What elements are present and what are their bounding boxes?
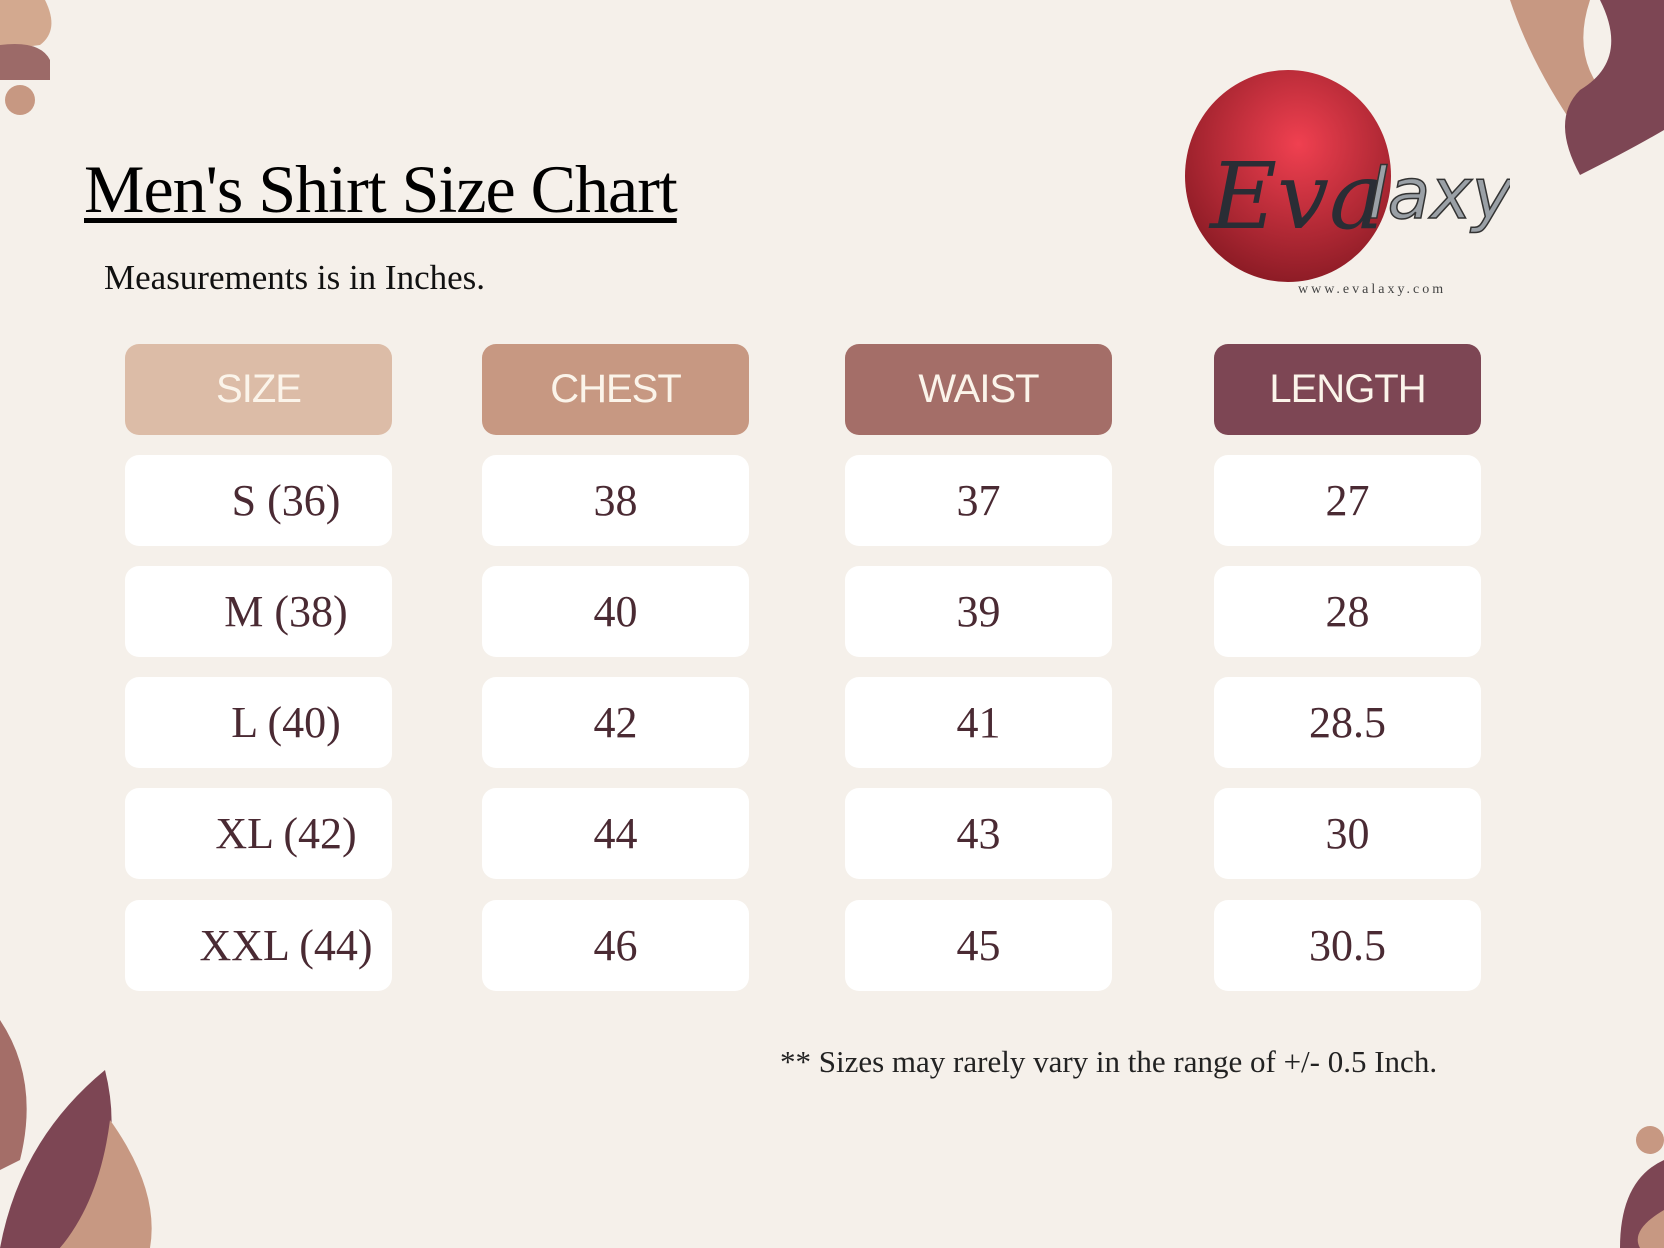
table-cell-waist: 39 [845, 566, 1112, 657]
table-cell-length: 28.5 [1214, 677, 1481, 768]
table-cell-waist: 45 [845, 900, 1112, 991]
decorative-leaves-bottom-left [0, 1020, 152, 1248]
table-cell-length: 27 [1214, 455, 1481, 546]
page-title: Men's Shirt Size Chart [84, 151, 678, 227]
brand-logo: Eva laxy [1170, 68, 1516, 308]
table-cell-size: S (36) [125, 455, 392, 546]
decorative-leaves-bottom-right [1620, 1126, 1664, 1248]
table-cell-waist: 41 [845, 677, 1112, 768]
table-cell-chest: 46 [482, 900, 749, 991]
decorative-leaves-top-left [0, 0, 52, 115]
table-cell-chest: 42 [482, 677, 749, 768]
svg-text:Eva: Eva [1208, 143, 1384, 250]
table-cell-chest: 38 [482, 455, 749, 546]
table-cell-length: 30 [1214, 788, 1481, 879]
table-cell-size: M (38) [125, 566, 392, 657]
table-cell-waist: 37 [845, 455, 1112, 546]
column-header-size: SIZE [125, 344, 392, 435]
brand-url: www.evalaxy.com [1298, 282, 1447, 297]
column-header-length: LENGTH [1214, 344, 1481, 435]
logo-sphere-icon: Eva laxy [1185, 70, 1516, 282]
table-cell-length: 30.5 [1214, 900, 1481, 991]
table-cell-waist: 43 [845, 788, 1112, 879]
table-cell-chest: 44 [482, 788, 749, 879]
svg-text:laxy: laxy [1368, 153, 1510, 235]
table-cell-size: XXL (44) [125, 900, 392, 991]
units-note: Measurements is in Inches. [104, 258, 486, 297]
table-cell-chest: 40 [482, 566, 749, 657]
column-header-waist: WAIST [845, 344, 1112, 435]
table-cell-size: XL (42) [125, 788, 392, 879]
decorative-leaves-top-right [1510, 0, 1664, 175]
column-header-chest: CHEST [482, 344, 749, 435]
footnote: ** Sizes may rarely vary in the range of… [780, 1044, 1438, 1079]
table-cell-size: L (40) [125, 677, 392, 768]
table-cell-length: 28 [1214, 566, 1481, 657]
